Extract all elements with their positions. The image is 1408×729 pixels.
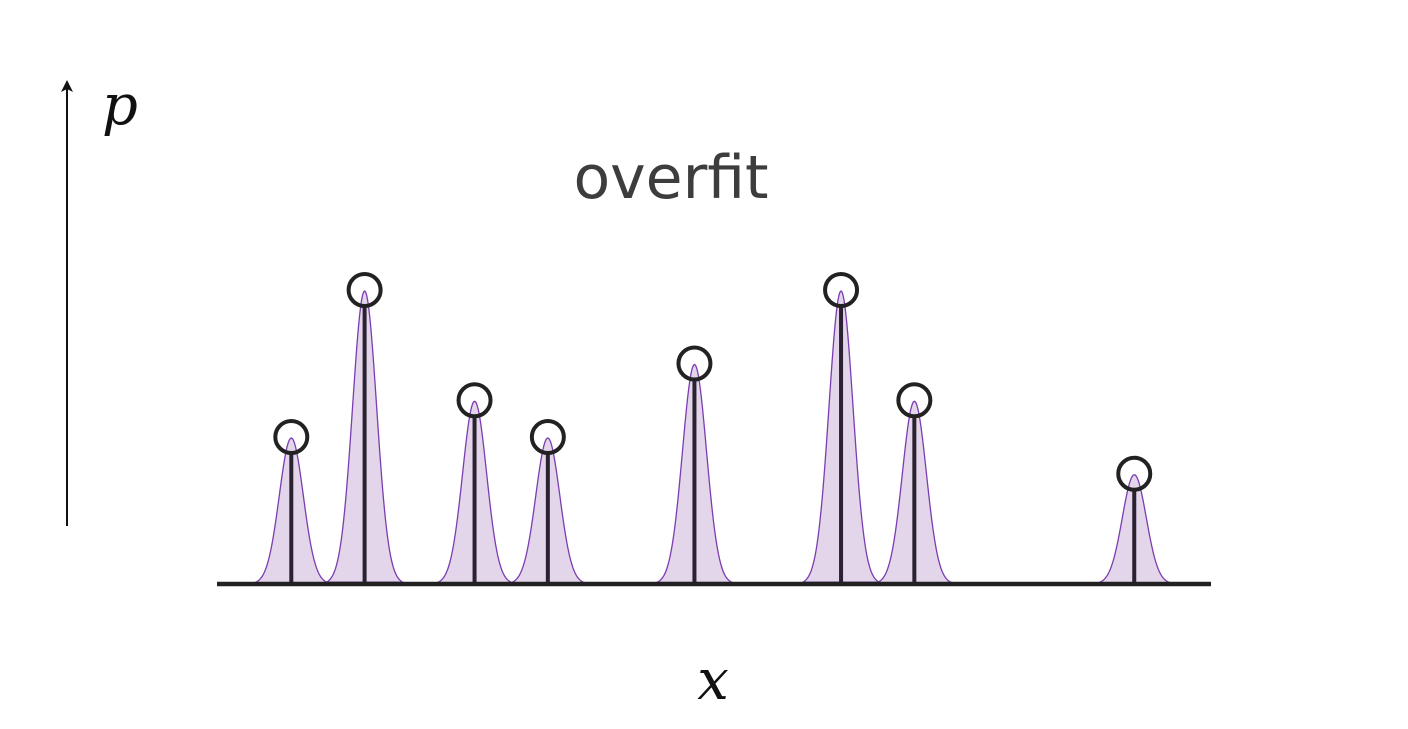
data-point-marker [273,419,310,455]
data-point-marker [1116,455,1153,492]
data-point-marker [456,382,493,419]
data-point-marker [529,419,566,455]
peak-group [253,272,1173,584]
diagram-title: overfit [573,143,768,213]
y-axis-label: p [102,73,138,138]
data-point-marker [823,272,860,308]
x-axis-label: x [697,648,729,713]
data-point-marker [346,272,383,308]
data-point-marker [676,345,713,382]
data-point-marker [896,382,933,419]
